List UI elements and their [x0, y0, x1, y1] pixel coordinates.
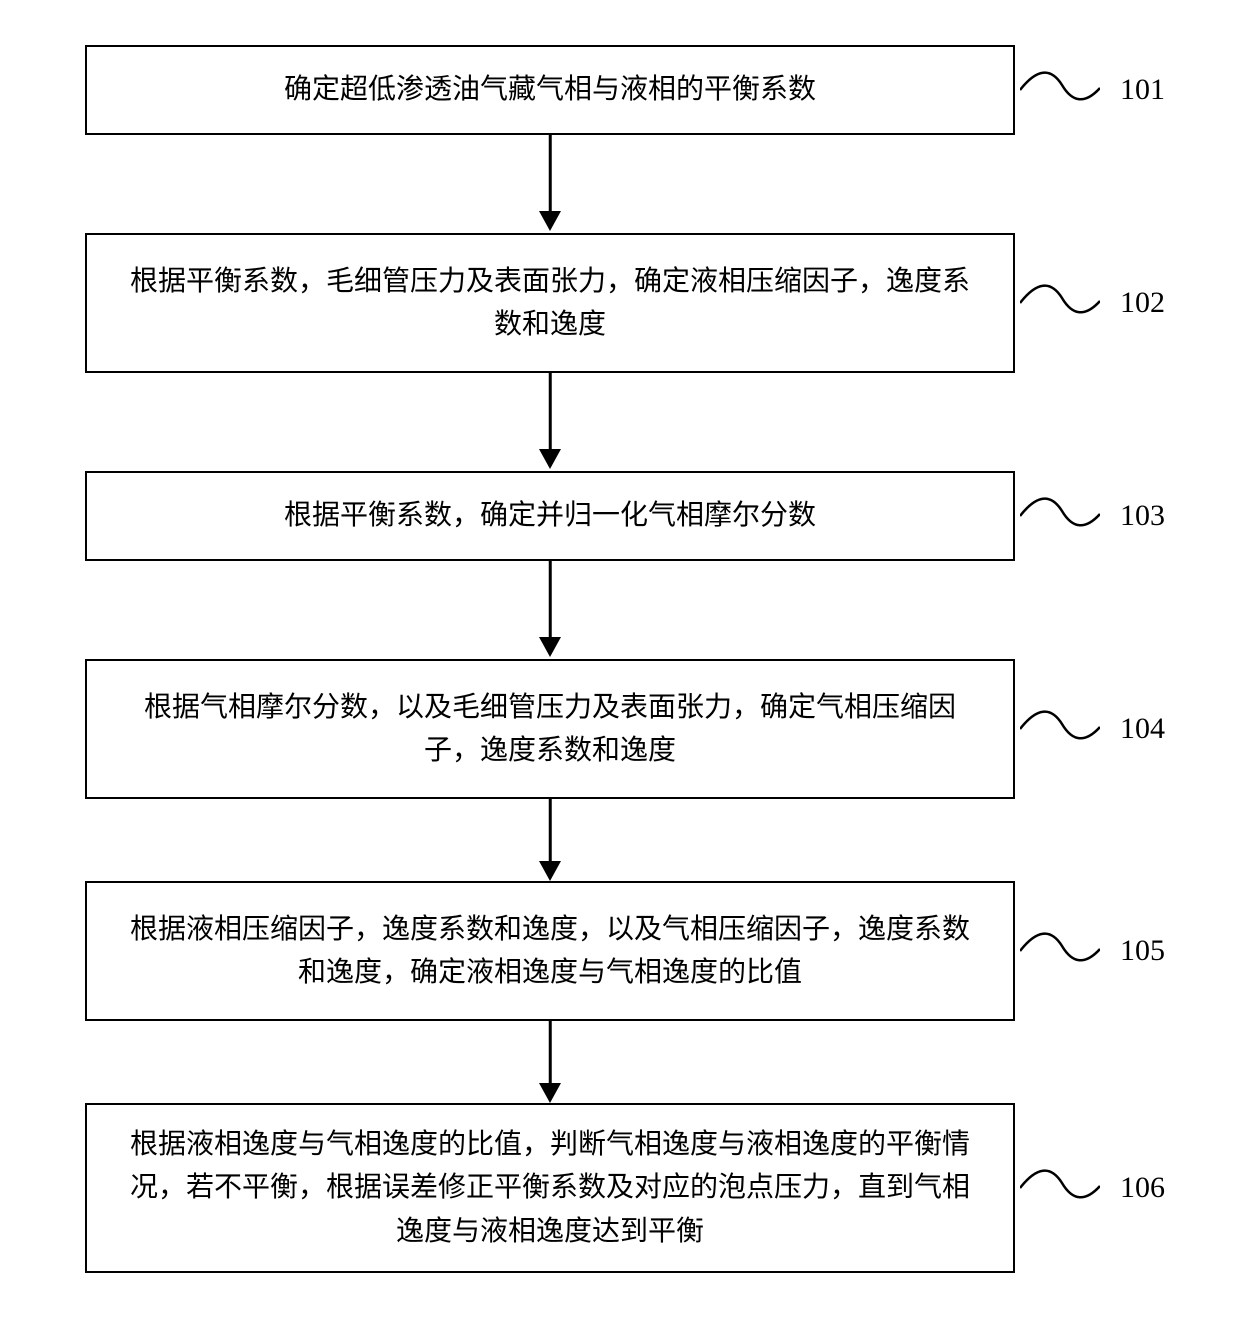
connector-curve: [1020, 486, 1100, 546]
step-104: 根据气相摩尔分数，以及毛细管压力及表面张力，确定气相压缩因子，逸度系数和逸度 1…: [85, 659, 1155, 799]
step-101: 确定超低渗透油气藏气相与液相的平衡系数 101: [85, 45, 1155, 135]
connector-curve: [1020, 1158, 1100, 1218]
connector-curve: [1020, 921, 1100, 981]
step-box: 根据液相逸度与气相逸度的比值，判断气相逸度与液相逸度的平衡情况，若不平衡，根据误…: [85, 1103, 1015, 1273]
arrow-down: [85, 799, 1015, 881]
step-text: 根据液相逸度与气相逸度的比值，判断气相逸度与液相逸度的平衡情况，若不平衡，根据误…: [127, 1123, 973, 1253]
step-box: 根据气相摩尔分数，以及毛细管压力及表面张力，确定气相压缩因子，逸度系数和逸度: [85, 659, 1015, 799]
step-103: 根据平衡系数，确定并归一化气相摩尔分数 103: [85, 471, 1155, 561]
step-label: 103: [1120, 499, 1165, 533]
step-label: 101: [1120, 73, 1165, 107]
step-102: 根据平衡系数，毛细管压力及表面张力，确定液相压缩因子，逸度系数和逸度 102: [85, 233, 1155, 373]
connector-curve: [1020, 699, 1100, 759]
step-text: 根据液相压缩因子，逸度系数和逸度，以及气相压缩因子，逸度系数和逸度，确定液相逸度…: [127, 908, 973, 995]
arrow-down: [85, 373, 1015, 471]
arrow-down: [85, 1021, 1015, 1103]
step-text: 根据平衡系数，确定并归一化气相摩尔分数: [284, 494, 816, 537]
connector-curve: [1020, 60, 1100, 120]
arrow-down: [85, 135, 1015, 233]
step-label: 105: [1120, 934, 1165, 968]
step-text: 根据气相摩尔分数，以及毛细管压力及表面张力，确定气相压缩因子，逸度系数和逸度: [127, 686, 973, 773]
step-text: 根据平衡系数，毛细管压力及表面张力，确定液相压缩因子，逸度系数和逸度: [127, 260, 973, 347]
step-106: 根据液相逸度与气相逸度的比值，判断气相逸度与液相逸度的平衡情况，若不平衡，根据误…: [85, 1103, 1155, 1273]
step-label: 106: [1120, 1171, 1165, 1205]
step-box: 根据平衡系数，确定并归一化气相摩尔分数: [85, 471, 1015, 561]
step-box: 根据液相压缩因子，逸度系数和逸度，以及气相压缩因子，逸度系数和逸度，确定液相逸度…: [85, 881, 1015, 1021]
arrow-down: [85, 561, 1015, 659]
step-text: 确定超低渗透油气藏气相与液相的平衡系数: [284, 68, 816, 111]
step-label: 102: [1120, 286, 1165, 320]
step-box: 确定超低渗透油气藏气相与液相的平衡系数: [85, 45, 1015, 135]
step-label: 104: [1120, 712, 1165, 746]
flowchart-container: 确定超低渗透油气藏气相与液相的平衡系数 101 根据平衡系数，毛细管压力及表面张…: [85, 45, 1155, 1273]
connector-curve: [1020, 273, 1100, 333]
step-105: 根据液相压缩因子，逸度系数和逸度，以及气相压缩因子，逸度系数和逸度，确定液相逸度…: [85, 881, 1155, 1021]
step-box: 根据平衡系数，毛细管压力及表面张力，确定液相压缩因子，逸度系数和逸度: [85, 233, 1015, 373]
